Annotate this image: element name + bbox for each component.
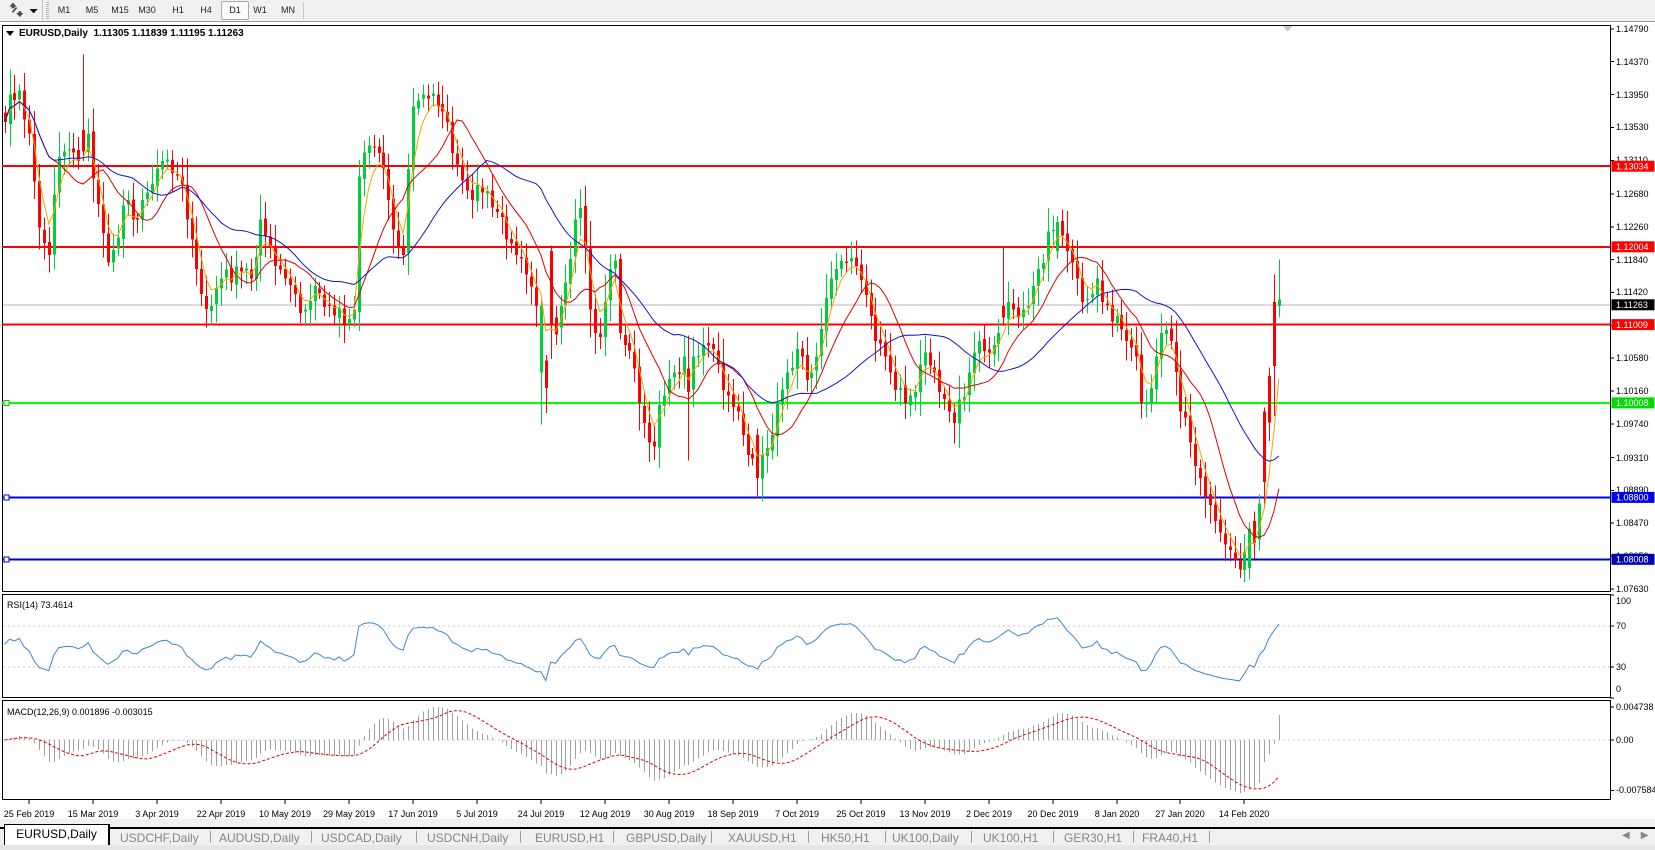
svg-text:1.07630: 1.07630 [1616,584,1649,594]
svg-text:27 Jan 2020: 27 Jan 2020 [1155,809,1205,819]
svg-text:1.11840: 1.11840 [1616,255,1648,265]
svg-text:14 Feb 2020: 14 Feb 2020 [1219,809,1270,819]
svg-text:MACD(12,26,9) 0.001896 -0.0030: MACD(12,26,9) 0.001896 -0.003015 [7,707,153,717]
svg-text:1.11420: 1.11420 [1616,287,1648,297]
svg-text:22 Apr 2019: 22 Apr 2019 [197,809,246,819]
svg-text:25 Oct 2019: 25 Oct 2019 [836,809,885,819]
svg-text:EURUSD,Daily 1.11305 1.11839: EURUSD,Daily 1.11305 1.11839 1.11195 1.1… [19,28,244,39]
svg-text:29 May 2019: 29 May 2019 [323,809,375,819]
svg-text:2 Dec 2019: 2 Dec 2019 [966,809,1012,819]
svg-text:18 Sep 2019: 18 Sep 2019 [707,809,758,819]
svg-text:1.09740: 1.09740 [1616,419,1649,429]
svg-text:1.08008: 1.08008 [1616,555,1649,565]
svg-text:1.11009: 1.11009 [1616,320,1648,330]
svg-text:1.13950: 1.13950 [1616,90,1649,100]
svg-text:100: 100 [1616,596,1631,606]
svg-text:7 Oct 2019: 7 Oct 2019 [775,809,819,819]
svg-text:1.13530: 1.13530 [1616,122,1649,132]
svg-text:24 Jul 2019: 24 Jul 2019 [518,809,565,819]
svg-text:12 Aug 2019: 12 Aug 2019 [580,809,631,819]
svg-text:1.08890: 1.08890 [1616,485,1649,495]
svg-text:0: 0 [1616,684,1621,694]
svg-text:25 Feb 2019: 25 Feb 2019 [4,809,55,819]
svg-text:1.08800: 1.08800 [1616,493,1649,503]
svg-text:20 Dec 2019: 20 Dec 2019 [1027,809,1078,819]
svg-text:10 May 2019: 10 May 2019 [259,809,311,819]
svg-text:13 Nov 2019: 13 Nov 2019 [899,809,950,819]
svg-text:1.10160: 1.10160 [1616,386,1649,396]
svg-text:70: 70 [1616,621,1626,631]
svg-text:17 Jun 2019: 17 Jun 2019 [388,809,438,819]
svg-text:1.12680: 1.12680 [1616,189,1649,199]
svg-text:3 Apr 2019: 3 Apr 2019 [135,809,179,819]
svg-text:1.13034: 1.13034 [1616,161,1649,171]
svg-text:1.14370: 1.14370 [1616,57,1649,67]
svg-text:1.12260: 1.12260 [1616,222,1649,232]
svg-text:1.09310: 1.09310 [1616,453,1649,463]
svg-text:1.10008: 1.10008 [1616,398,1649,408]
svg-text:30 Aug 2019: 30 Aug 2019 [644,809,695,819]
svg-text:1.14790: 1.14790 [1616,24,1649,34]
svg-text:0.00: 0.00 [1616,735,1634,745]
svg-text:1.10580: 1.10580 [1616,353,1649,363]
svg-text:15 Mar 2019: 15 Mar 2019 [68,809,119,819]
svg-text:1.13110: 1.13110 [1616,155,1648,165]
svg-text:1.08470: 1.08470 [1616,518,1649,528]
svg-text:-0.007584: -0.007584 [1616,785,1655,795]
svg-text:8 Jan 2020: 8 Jan 2020 [1095,809,1140,819]
svg-text:0.004738: 0.004738 [1616,702,1654,712]
svg-text:1.11263: 1.11263 [1616,300,1648,310]
svg-text:1.12004: 1.12004 [1616,242,1649,252]
svg-text:5 Jul 2019: 5 Jul 2019 [456,809,498,819]
svg-text:30: 30 [1616,662,1626,672]
svg-text:RSI(14) 73.4614: RSI(14) 73.4614 [7,600,73,610]
